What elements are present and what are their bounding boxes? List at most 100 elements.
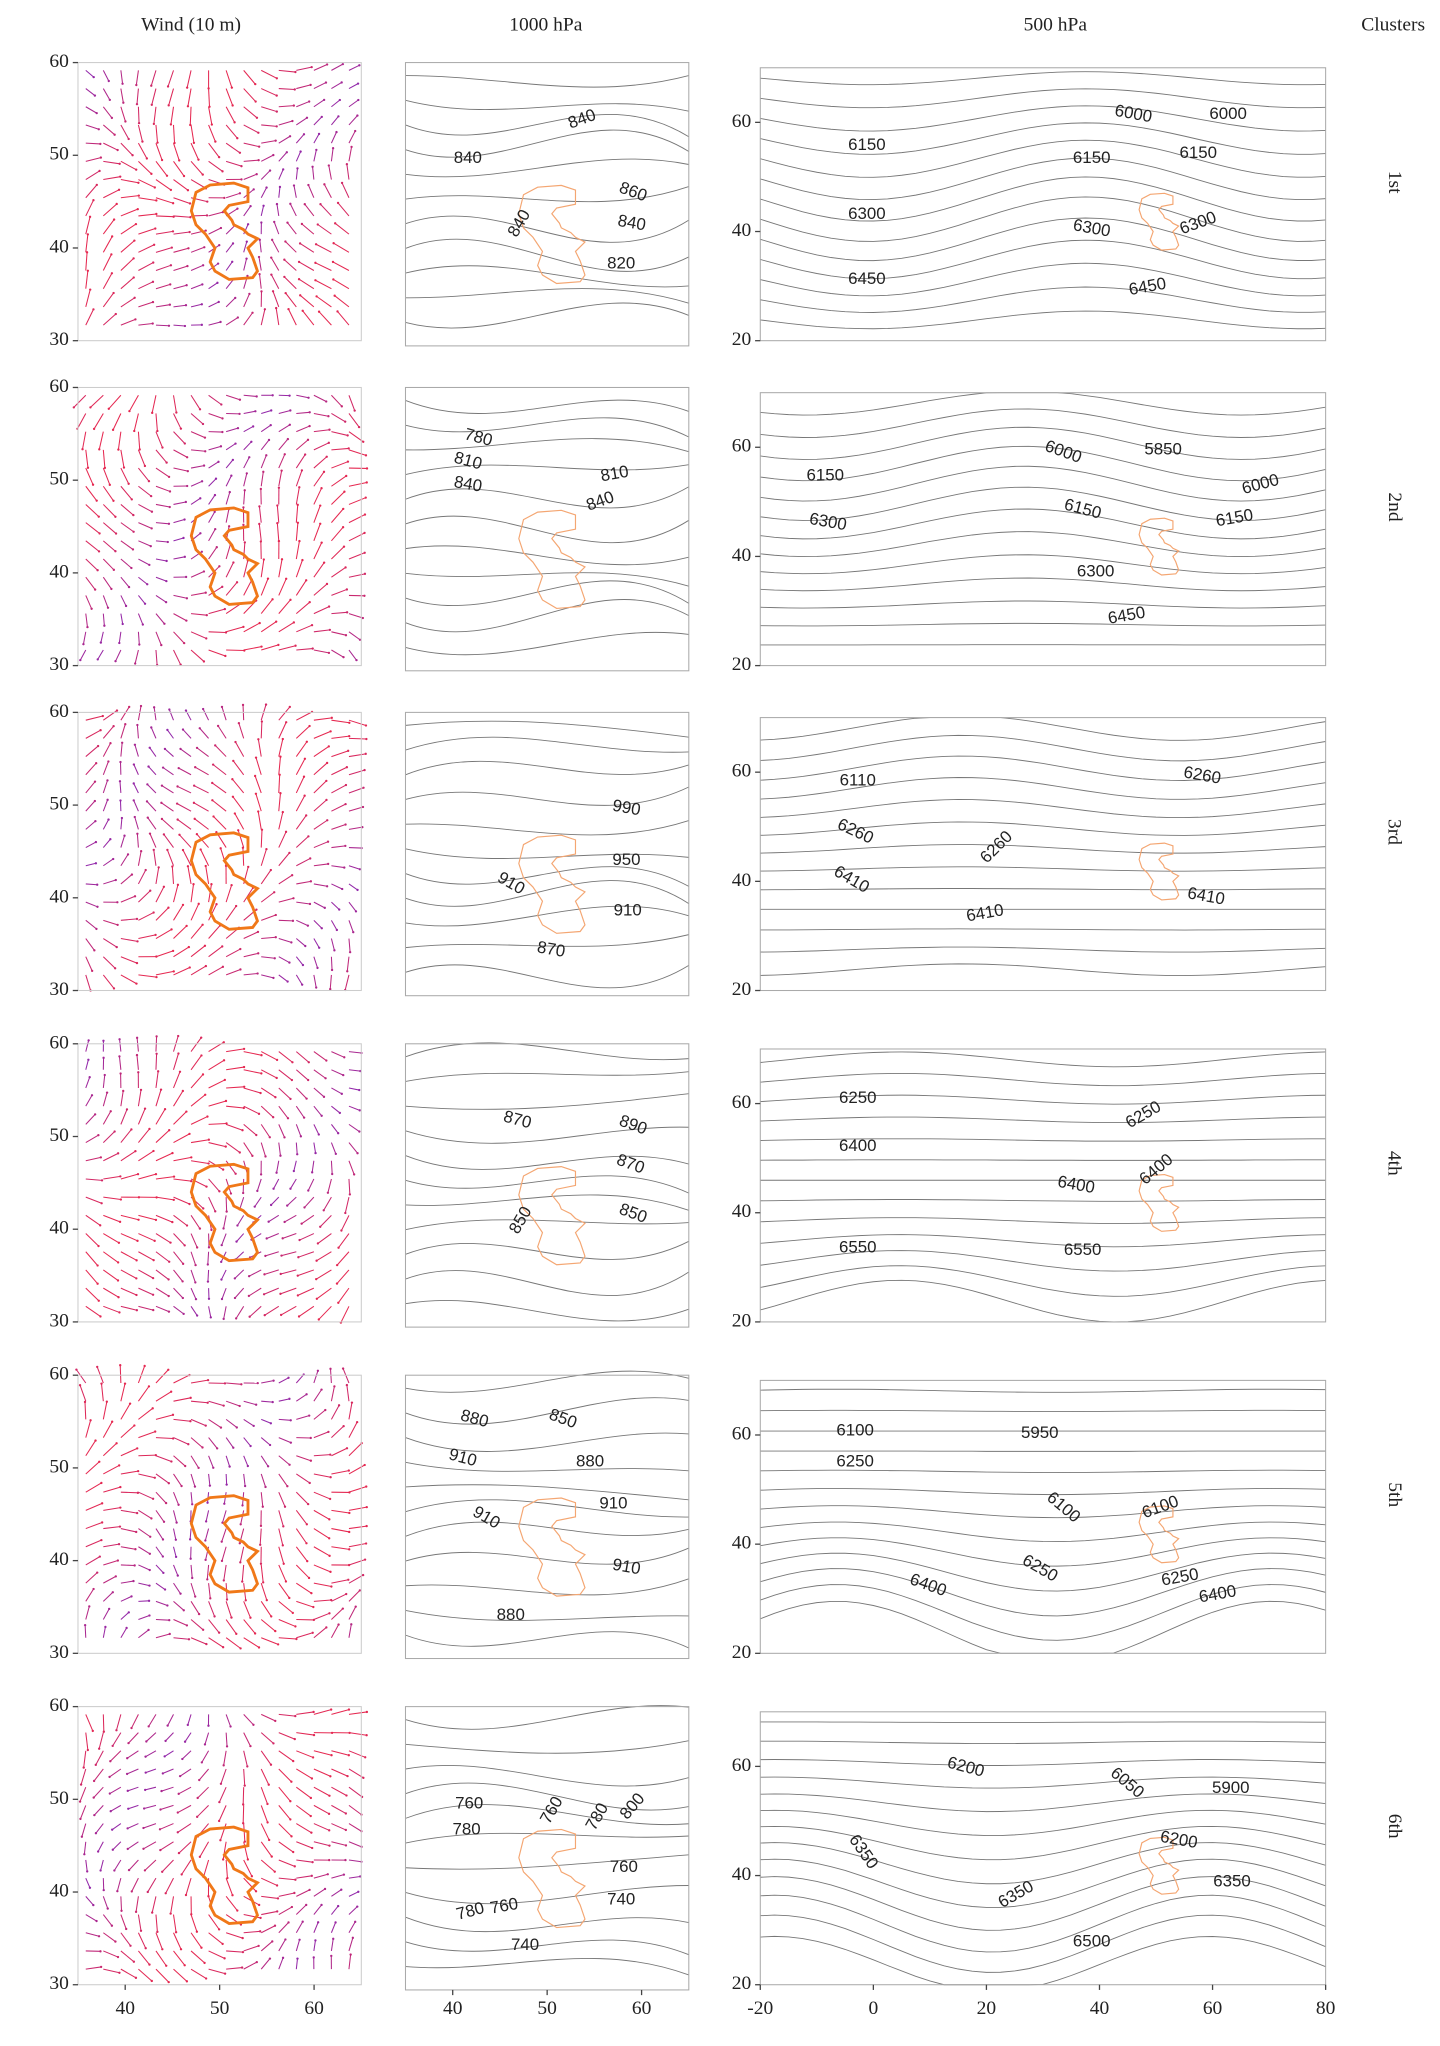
wind-vector-head [328, 1497, 332, 1501]
contour-label: 860 [617, 178, 650, 205]
wind-vector [243, 124, 259, 134]
wind-vector [190, 884, 195, 903]
wind-vector-head [97, 1935, 101, 1938]
wind-vector [120, 706, 130, 721]
wind-vector [278, 1142, 281, 1156]
wind-vector-head [264, 1485, 267, 1489]
wind-vector [208, 884, 212, 903]
wind-vector [296, 1582, 312, 1594]
wind-vector-head [122, 101, 125, 104]
wind-vector [331, 901, 340, 910]
wind-vector-head [188, 1202, 191, 1206]
wind-vector [84, 1401, 87, 1420]
wind-vector-head [259, 1543, 262, 1546]
wind-vector-head [166, 540, 169, 544]
wind-vector-head [258, 505, 261, 508]
wind-vector-head [233, 1296, 237, 1300]
wind-vector [296, 624, 313, 633]
wind-vector-head [144, 1755, 147, 1758]
wind-vector-head [223, 1972, 227, 1975]
wind-vector-head [308, 424, 311, 428]
wind-vector [254, 1196, 262, 1207]
wind-vector-head [215, 831, 218, 834]
wind-vector [260, 1732, 274, 1744]
x-tick-label: 60 [1203, 1998, 1222, 2019]
contour-label: 6300 [808, 509, 848, 534]
wind-vector-head [252, 425, 255, 428]
wind-panel [85, 1034, 363, 1324]
wind-vector [103, 1269, 119, 1281]
wind-vector [190, 1950, 205, 1964]
wind-vector-head [94, 819, 97, 823]
wind-vector [173, 1437, 189, 1445]
wind-vector [331, 508, 344, 523]
contour-line [405, 1155, 689, 1170]
wind-vector-head [150, 1979, 153, 1983]
wind-vector-head [266, 1821, 269, 1824]
wind-vector-head [131, 154, 134, 157]
wind-vector [127, 1823, 139, 1829]
wind-vector-head [240, 178, 243, 181]
wind-vector-head [266, 577, 270, 580]
wind-vector [120, 160, 137, 171]
wind-vector [190, 413, 204, 425]
contour-line [760, 310, 1326, 330]
y-tick-label: 50 [49, 1788, 68, 1809]
panel-frame [759, 1379, 1327, 1654]
wind-vector [297, 1287, 315, 1296]
contour-line [760, 1138, 1326, 1142]
wind-vector [102, 1131, 115, 1143]
wind-vector-head [276, 1910, 279, 1913]
wind-vector-head [220, 1260, 223, 1264]
wind-vector [299, 294, 315, 308]
wind-vector [257, 811, 262, 830]
wind-vector-head [127, 585, 131, 589]
wind-vector-head [186, 105, 190, 108]
wind-vector-head [320, 1903, 323, 1907]
wind-vector [173, 631, 185, 644]
wind-vector-head [90, 1094, 94, 1097]
wind-vector-head [295, 1637, 298, 1641]
wind-vector [234, 1287, 245, 1299]
wind-vector-head [217, 1928, 221, 1931]
wind-vector-head [310, 65, 313, 69]
wind-vector-head [307, 1576, 311, 1580]
lake-outline [189, 506, 260, 606]
wind-vector [103, 1575, 117, 1584]
wind-vector-head [362, 1776, 365, 1780]
wind-vector [225, 1732, 228, 1747]
wind-vector-head [257, 1112, 261, 1116]
wind-vector-head [97, 515, 100, 518]
wind-vector [313, 1105, 323, 1117]
wind-vector [331, 1841, 347, 1846]
wind-vector-head [120, 1909, 123, 1912]
wind-vector [348, 413, 360, 428]
wind-vector [296, 1786, 312, 1799]
wind-vector-head [255, 1133, 258, 1137]
wind-vector-head [305, 1393, 308, 1396]
wind-vector [259, 274, 262, 289]
wind-vector [138, 1305, 154, 1311]
wind-vector [85, 862, 97, 867]
wind-vector-head [364, 1756, 367, 1759]
wind-vector-head [344, 783, 348, 787]
wind-vector-head [362, 786, 365, 789]
wind-vector-head [196, 1796, 199, 1800]
wind-vector [295, 1491, 309, 1505]
wind-vector [331, 1750, 349, 1756]
wind-vector [85, 449, 89, 468]
wind-vector [119, 1365, 122, 1384]
wind-vector [243, 1841, 249, 1860]
wind-vector [120, 1509, 138, 1514]
wind-vector [243, 426, 254, 433]
wind-vector [119, 781, 122, 794]
contour-line [760, 1521, 1326, 1543]
wind-vector [260, 621, 277, 633]
wind-vector [196, 833, 209, 848]
wind-vector-head [152, 1149, 155, 1153]
wind-vector [331, 1786, 347, 1796]
wind-vector [243, 952, 259, 958]
wind-vector-head [188, 230, 191, 234]
wind-vector-head [344, 823, 347, 826]
contour-label: 910 [614, 901, 642, 920]
